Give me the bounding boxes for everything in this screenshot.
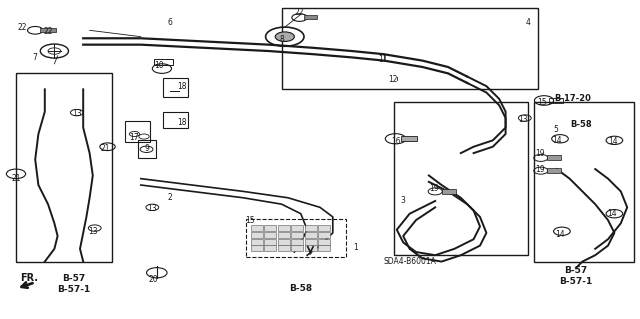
Bar <box>40 28 56 32</box>
Text: 21: 21 <box>101 144 110 153</box>
Bar <box>318 245 330 251</box>
Bar <box>549 98 563 103</box>
Bar <box>264 225 276 231</box>
Bar <box>278 225 290 231</box>
Bar <box>282 8 538 89</box>
Bar <box>264 232 276 238</box>
Bar <box>125 121 150 142</box>
Bar <box>394 102 528 255</box>
Text: 6: 6 <box>167 18 172 27</box>
Bar <box>251 232 263 238</box>
Text: 9: 9 <box>145 144 150 153</box>
Text: 13: 13 <box>88 227 98 236</box>
Text: 13: 13 <box>518 115 528 124</box>
Bar <box>305 225 317 231</box>
Text: 5: 5 <box>553 125 558 134</box>
Text: 18: 18 <box>178 82 187 91</box>
Bar <box>16 73 112 262</box>
Bar <box>278 245 290 251</box>
Text: B-58: B-58 <box>570 120 592 129</box>
Text: 10: 10 <box>154 61 164 70</box>
Bar <box>442 189 456 194</box>
Text: 4: 4 <box>525 18 531 27</box>
Circle shape <box>275 32 294 41</box>
Bar <box>291 239 303 245</box>
Bar <box>163 112 188 128</box>
Text: 1: 1 <box>353 243 358 252</box>
Text: 16: 16 <box>390 137 401 146</box>
Bar <box>304 15 317 19</box>
Bar <box>305 245 317 251</box>
Text: 22: 22 <box>295 8 304 17</box>
Bar <box>278 239 290 245</box>
Bar <box>318 232 330 238</box>
Bar <box>291 245 303 251</box>
Bar <box>251 239 263 245</box>
Text: 8: 8 <box>279 35 284 44</box>
Text: 19: 19 <box>429 184 439 193</box>
Bar <box>163 78 188 97</box>
Text: 2: 2 <box>167 193 172 202</box>
Text: 14: 14 <box>607 209 618 218</box>
Bar <box>318 239 330 245</box>
Bar <box>246 219 346 257</box>
Text: 14: 14 <box>552 136 562 145</box>
Bar <box>401 136 417 141</box>
Text: B-57
B-57-1: B-57 B-57-1 <box>57 274 90 293</box>
Bar <box>305 239 317 245</box>
Bar <box>291 225 303 231</box>
Text: 13: 13 <box>147 204 157 213</box>
Bar <box>154 59 173 65</box>
Text: 19: 19 <box>534 165 545 174</box>
Text: B-58: B-58 <box>289 284 312 293</box>
Bar <box>138 140 156 158</box>
Text: 21: 21 <box>12 174 20 183</box>
Bar <box>278 232 290 238</box>
Text: 14: 14 <box>608 137 618 146</box>
Text: 15: 15 <box>537 98 547 107</box>
Bar <box>264 239 276 245</box>
Text: FR.: FR. <box>20 272 38 283</box>
Bar <box>305 232 317 238</box>
Text: 15: 15 <box>244 216 255 225</box>
Text: 17: 17 <box>129 133 140 142</box>
Text: 18: 18 <box>178 118 187 127</box>
Text: 19: 19 <box>534 149 545 158</box>
Text: 12: 12 <box>388 75 397 84</box>
Text: 22: 22 <box>18 23 27 32</box>
Text: 22: 22 <box>44 27 52 36</box>
Text: B-57
B-57-1: B-57 B-57-1 <box>559 266 593 286</box>
Text: 13: 13 <box>72 109 82 118</box>
Text: B-17-20: B-17-20 <box>554 94 591 103</box>
Text: 11: 11 <box>378 55 387 63</box>
Bar <box>264 245 276 251</box>
Bar <box>547 168 561 173</box>
Text: 20: 20 <box>148 275 159 284</box>
Text: 3: 3 <box>401 197 406 205</box>
Text: SDA4-B6001A: SDA4-B6001A <box>383 257 436 266</box>
Text: 14: 14 <box>555 230 565 239</box>
Bar <box>251 225 263 231</box>
Bar <box>534 102 634 262</box>
Bar <box>291 232 303 238</box>
Text: 7: 7 <box>33 53 38 62</box>
Bar <box>547 155 561 160</box>
Bar <box>251 245 263 251</box>
Bar <box>318 225 330 231</box>
